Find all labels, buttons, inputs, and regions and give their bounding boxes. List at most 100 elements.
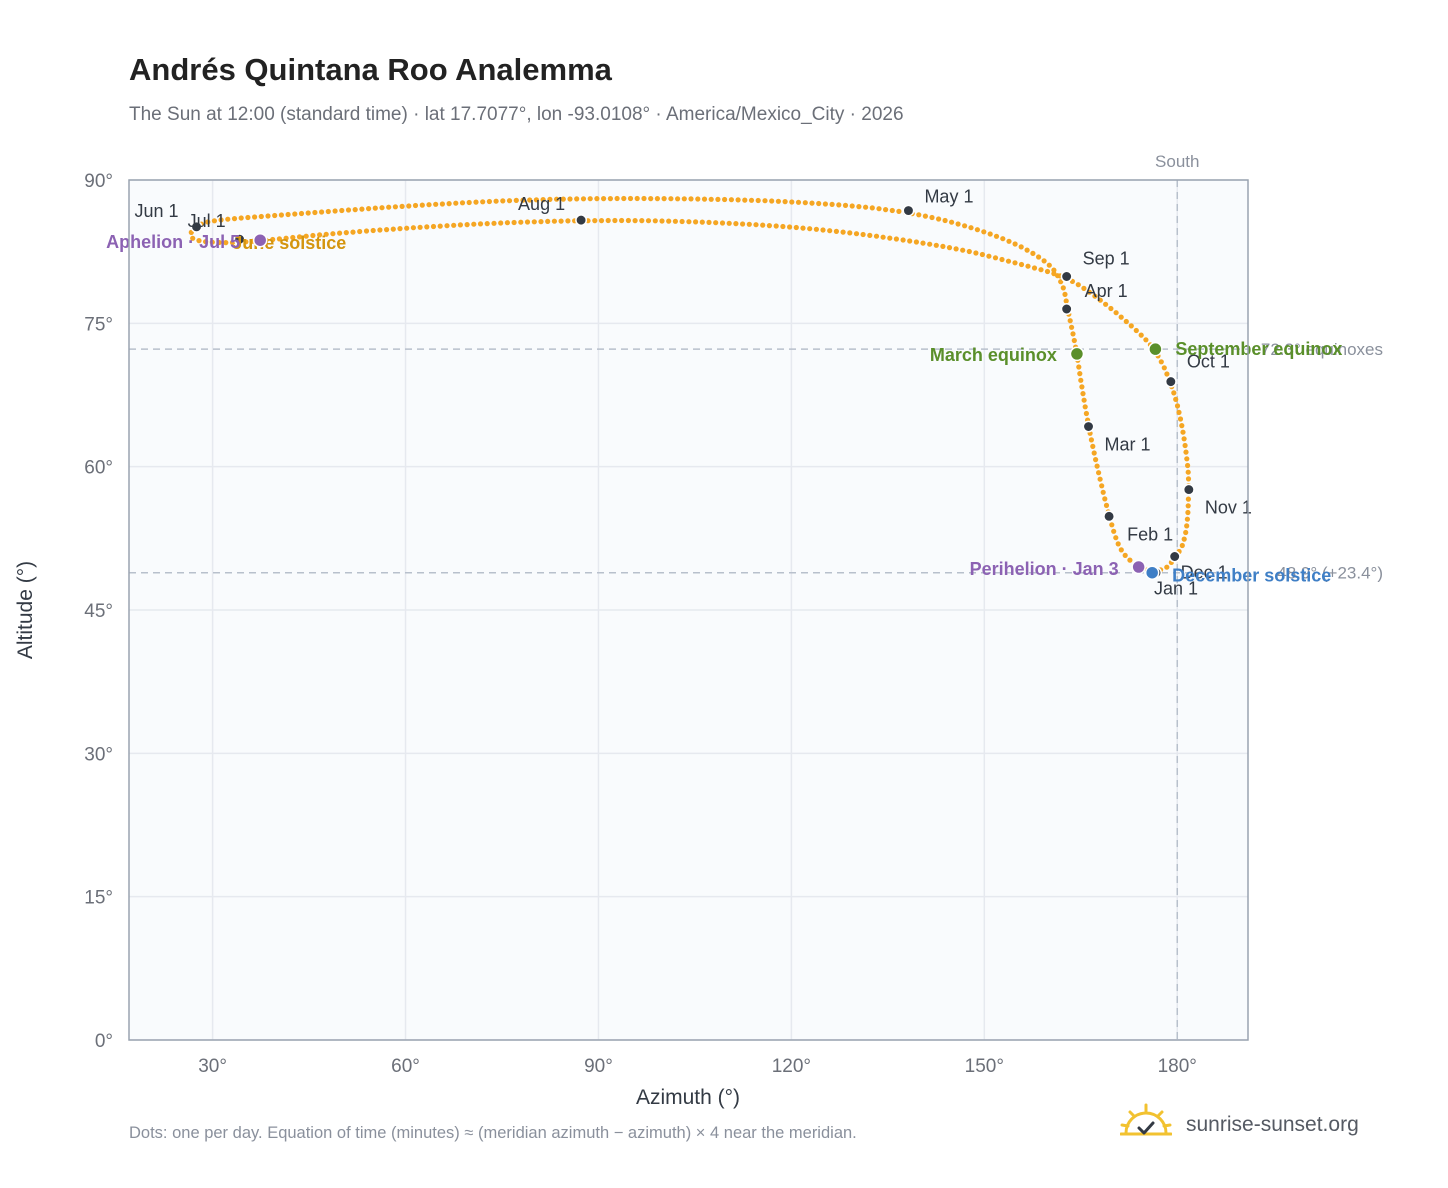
footnote: Dots: one per day. Equation of time (min… <box>129 1124 857 1142</box>
daily-dot <box>1012 241 1018 247</box>
daily-dot <box>889 207 895 214</box>
month-label: Nov 1 <box>1205 498 1252 518</box>
daily-dot <box>920 240 926 246</box>
daily-dot <box>789 199 795 205</box>
event-label: Perihelion · Jan 3 <box>970 559 1119 579</box>
daily-dot <box>1181 536 1187 542</box>
daily-dot <box>312 209 318 216</box>
daily-dot <box>551 218 558 224</box>
daily-dot <box>392 204 398 210</box>
daily-dot <box>849 203 855 209</box>
daily-dot <box>661 196 667 202</box>
daily-dot <box>1173 396 1179 402</box>
month-marker <box>1082 420 1095 433</box>
daily-dot <box>648 196 654 202</box>
brand[interactable]: sunrise-sunset.org <box>1120 1100 1359 1150</box>
daily-dot <box>942 217 948 224</box>
daily-dot <box>775 198 782 204</box>
daily-dot <box>430 223 437 230</box>
daily-dot <box>1161 365 1167 371</box>
daily-dot <box>1118 547 1124 553</box>
daily-dot <box>1025 263 1031 269</box>
sun-logo-icon <box>1120 1103 1172 1136</box>
daily-dot <box>410 225 416 231</box>
daily-dot <box>916 212 922 218</box>
daily-dot <box>966 248 972 255</box>
daily-dot <box>225 216 231 222</box>
y-tick-label: 30° <box>84 744 113 765</box>
daily-dot <box>1091 450 1097 456</box>
x-tick-label: 180° <box>1158 1056 1197 1077</box>
daily-dot <box>1000 236 1006 242</box>
daily-dot <box>292 211 298 217</box>
month-label: Feb 1 <box>1127 524 1173 544</box>
daily-dot <box>1133 327 1139 334</box>
daily-dot <box>701 196 708 202</box>
event-label: September equinox <box>1175 339 1342 359</box>
daily-dot <box>742 197 748 203</box>
daily-dot <box>1179 423 1185 429</box>
x-tick-label: 60° <box>391 1056 420 1077</box>
daily-dot <box>1046 262 1052 268</box>
daily-dot <box>419 202 425 208</box>
event-marker <box>252 232 268 248</box>
daily-dot <box>820 227 826 233</box>
daily-dot <box>245 214 251 221</box>
daily-dot <box>390 226 396 232</box>
daily-dot <box>1103 301 1109 307</box>
month-marker <box>1164 375 1177 388</box>
daily-dot <box>477 221 484 227</box>
daily-dot <box>1063 298 1069 304</box>
daily-dot <box>1018 261 1025 268</box>
daily-dot <box>760 222 766 228</box>
daily-dot <box>1076 364 1082 370</box>
daily-dot <box>614 195 620 202</box>
daily-dot <box>1100 489 1106 495</box>
daily-dot <box>672 218 679 224</box>
month-label: May 1 <box>924 187 973 207</box>
daily-dot <box>370 227 376 234</box>
daily-dot <box>1164 371 1170 377</box>
daily-dot <box>323 231 329 237</box>
daily-dot <box>900 237 906 243</box>
y-tick-label: 15° <box>84 888 113 909</box>
daily-dot <box>205 219 211 225</box>
daily-dot <box>372 205 378 211</box>
daily-dot <box>594 196 600 202</box>
daily-dot <box>417 224 423 230</box>
month-label: Jan 1 <box>1154 579 1198 599</box>
daily-dot <box>695 196 701 202</box>
daily-dot <box>598 218 605 224</box>
daily-dot <box>1012 260 1018 266</box>
month-marker <box>902 204 915 217</box>
month-marker <box>190 220 203 233</box>
daily-dot <box>1036 254 1042 260</box>
daily-dot <box>1103 502 1110 508</box>
daily-dot <box>506 198 513 204</box>
month-label: Oct 1 <box>1187 352 1230 372</box>
daily-dot <box>272 212 278 219</box>
daily-dot <box>480 199 486 205</box>
daily-dot <box>735 197 741 203</box>
daily-dot <box>1174 403 1181 409</box>
daily-dot <box>853 231 860 237</box>
daily-dot <box>949 219 955 225</box>
daily-dot <box>399 203 405 209</box>
daily-dot <box>511 219 517 226</box>
daily-dot <box>457 222 463 228</box>
daily-dot <box>363 228 370 234</box>
daily-dot <box>345 207 352 213</box>
daily-dot <box>813 226 820 232</box>
event-label: June solstice <box>232 233 346 253</box>
y-tick-label: 45° <box>84 601 113 622</box>
daily-dot <box>1128 323 1134 329</box>
daily-dot <box>728 197 735 203</box>
daily-dot <box>605 217 611 224</box>
daily-dot <box>357 228 363 235</box>
y-axis-label: Altitude (°) <box>14 561 37 659</box>
daily-dot <box>816 200 822 207</box>
daily-dot <box>641 195 647 202</box>
daily-dot <box>504 220 510 226</box>
month-marker <box>1060 270 1073 283</box>
daily-dot <box>679 218 685 225</box>
